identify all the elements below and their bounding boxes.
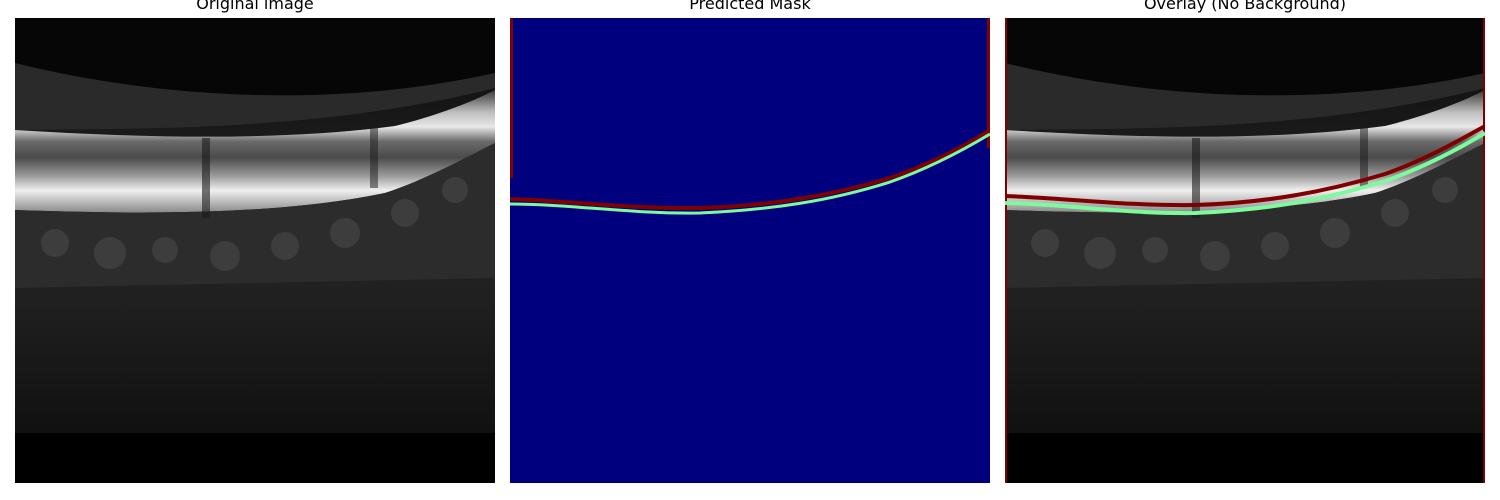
panel-title: Predicted Mask [689, 0, 811, 13]
oct-scan-image [15, 18, 495, 483]
panel-overlay: Overlay (No Background) [1005, 0, 1485, 500]
panel-original: Original image [15, 0, 495, 500]
panel-predicted-mask: Predicted Mask [510, 0, 990, 500]
mask-image [510, 18, 990, 483]
boundary-lower-line [510, 132, 990, 215]
overlay-boundary-upper [1005, 124, 1485, 208]
panel-title: Original image [196, 0, 314, 13]
panel-title: Overlay (No Background) [1143, 0, 1347, 13]
overlay-image [1005, 18, 1485, 483]
overlay-boundary-lower [1005, 131, 1485, 216]
boundary-upper-line [510, 128, 990, 211]
